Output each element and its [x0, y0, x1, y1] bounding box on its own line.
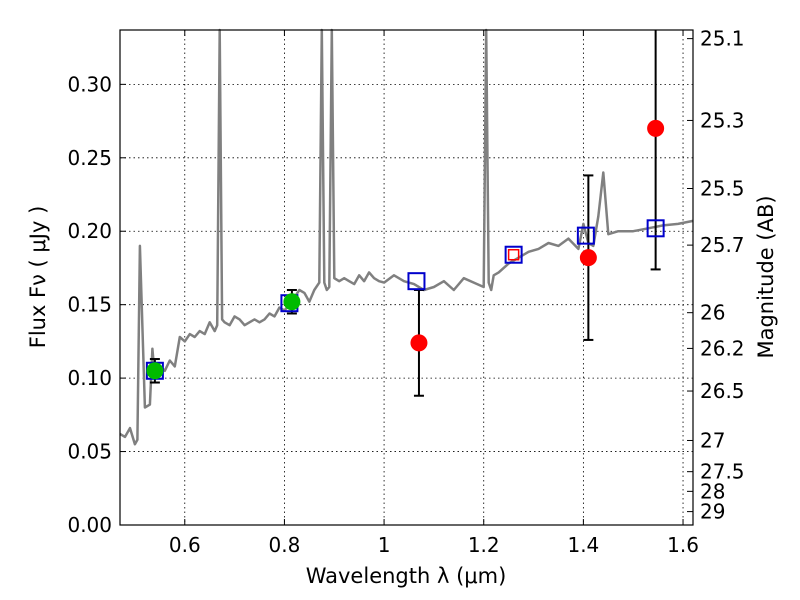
y-tick-label: 0.15: [67, 293, 112, 317]
observed-point: [579, 249, 597, 267]
observed-point: [410, 334, 428, 352]
model-spectrum: [119, 28, 694, 446]
mag-tick-label: 25.1: [700, 27, 745, 51]
observed-point: [283, 293, 301, 311]
y-axis-label: Flux Fν ( μJy ): [26, 206, 50, 349]
observed-points: [146, 119, 665, 380]
model-photometry-box: [504, 245, 523, 264]
y-tick-label: 0.05: [67, 440, 112, 464]
observed-point: [647, 119, 665, 137]
x-tick-label: 0.6: [169, 533, 201, 557]
x-tick-label: 1.6: [667, 533, 699, 557]
mag-tick-label: 26.2: [700, 336, 745, 360]
plot-frame: [119, 29, 694, 526]
mag-tick-label: 25.5: [700, 177, 745, 201]
mag-tick-label: 27.5: [700, 460, 745, 484]
model-photometry-box: [407, 272, 426, 291]
mag-tick-label: 26: [700, 301, 725, 325]
upper-limit-marker: [507, 248, 520, 261]
x-tick-label: 1.4: [567, 533, 599, 557]
mag-tick-label: 26.5: [700, 379, 745, 403]
y-tick-label: 0.25: [67, 146, 112, 170]
x-tick-label: 1.2: [468, 533, 500, 557]
mag-tick-label: 29: [700, 500, 725, 524]
model-spectrum-line: [119, 28, 694, 446]
axis-ticks: 0.6 0.8 1 1.2 1.4 1.6 0.00 0.05 0.10 0.15 0.20 0.25…: [67, 27, 744, 557]
observed-point: [146, 362, 164, 380]
y-tick-label: 0.00: [67, 513, 112, 537]
grid-lines: [120, 30, 693, 526]
y-tick-label: 0.10: [67, 366, 112, 390]
mag-tick-label: 27: [700, 428, 725, 452]
x-tick-label: 0.8: [269, 533, 301, 557]
model-photometry-boxes: [145, 219, 665, 380]
mag-tick-label: 25.3: [700, 108, 745, 132]
y-tick-label: 0.20: [67, 219, 112, 243]
y-tick-label: 0.30: [67, 72, 112, 96]
mag-tick-label: 25.7: [700, 233, 745, 257]
mag-tick-label: 28: [700, 479, 725, 503]
y2-axis-label: Magnitude (AB): [754, 195, 778, 358]
model-photometry-box: [576, 226, 595, 245]
x-tick-label: 1: [378, 533, 391, 557]
model-photometry-box: [646, 219, 665, 238]
x-axis-label: Wavelength λ (μm): [306, 564, 507, 588]
error-bars: [149, 30, 661, 397]
